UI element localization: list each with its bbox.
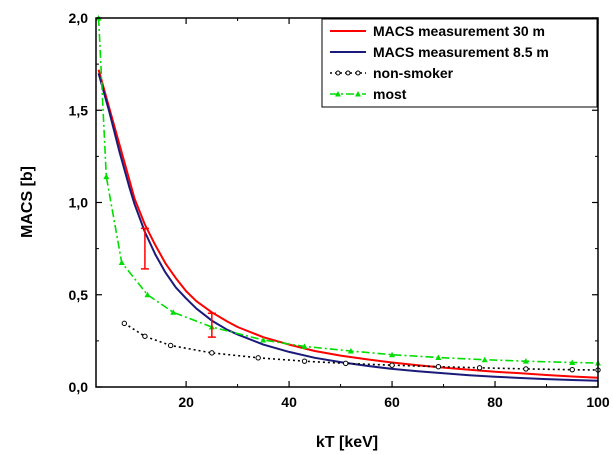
y-tick-label: 1,5 <box>69 102 89 118</box>
data-point-non-smoker <box>142 333 148 339</box>
data-point-most <box>569 359 576 365</box>
legend-box <box>321 18 598 108</box>
x-tick-label: 40 <box>281 394 297 410</box>
data-point-non-smoker <box>255 355 261 361</box>
data-point-most <box>301 343 308 349</box>
series-line-macs-measurement-8-5-m <box>97 73 599 382</box>
data-point-most <box>481 356 488 363</box>
data-point-non-smoker <box>476 365 483 371</box>
y-tick-label: 2,0 <box>69 10 89 26</box>
data-point-most <box>118 259 125 265</box>
x-tick-label: 20 <box>178 394 194 410</box>
data-point-most <box>389 351 396 358</box>
plot-markers <box>95 15 601 373</box>
data-point-non-smoker <box>343 360 349 367</box>
y-tick-label: 0,0 <box>69 379 89 395</box>
data-point-non-smoker <box>301 358 308 364</box>
data-point-non-smoker <box>389 362 395 368</box>
legend: MACS measurement 30 m MACS measurement 8.… <box>321 18 598 108</box>
data-point-most <box>144 291 151 298</box>
x-tick-label: 60 <box>384 394 400 410</box>
x-tick-label: 100 <box>586 394 610 410</box>
data-point-most <box>522 358 529 364</box>
error-bars <box>140 227 216 338</box>
legend-label-non-smoker: non-smoker <box>373 65 454 81</box>
y-tick-label: 0,5 <box>69 287 89 303</box>
legend-label-most: most <box>373 86 407 102</box>
x-tick-label: 80 <box>487 394 503 410</box>
axis-tick-labels: 20 40 60 80 100 0,0 0,5 1,0 1,5 2,0 <box>69 10 610 410</box>
legend-marker-non-smoker <box>335 70 341 76</box>
series-line-macs-measurement-30-m <box>97 69 599 379</box>
data-point-most <box>435 354 442 360</box>
legend-marker-most <box>355 91 361 97</box>
error-bar <box>140 227 149 270</box>
legend-marker-non-smoker <box>355 70 361 76</box>
data-point-non-smoker <box>121 320 128 327</box>
data-point-most <box>347 348 354 354</box>
data-point-most <box>103 173 110 180</box>
data-point-non-smoker <box>435 364 442 370</box>
data-point-non-smoker <box>569 366 575 373</box>
data-point-non-smoker <box>209 350 215 356</box>
y-axis-title: MACS [b] <box>19 166 36 238</box>
error-bar <box>207 312 216 338</box>
y-tick-label: 1,0 <box>69 195 89 211</box>
data-point-non-smoker <box>523 366 529 372</box>
data-point-most <box>170 309 177 315</box>
data-point-most <box>260 336 267 343</box>
legend-label-macs-measurement-30-m: MACS measurement 30 m <box>373 23 545 39</box>
legend-marker-most <box>335 91 341 97</box>
data-point-non-smoker <box>167 342 174 349</box>
legend-marker-non-smoker <box>345 70 351 76</box>
legend-label-macs-measurement-8-5-m: MACS measurement 8.5 m <box>373 44 549 60</box>
x-axis-title: kT [keV] <box>316 434 378 451</box>
